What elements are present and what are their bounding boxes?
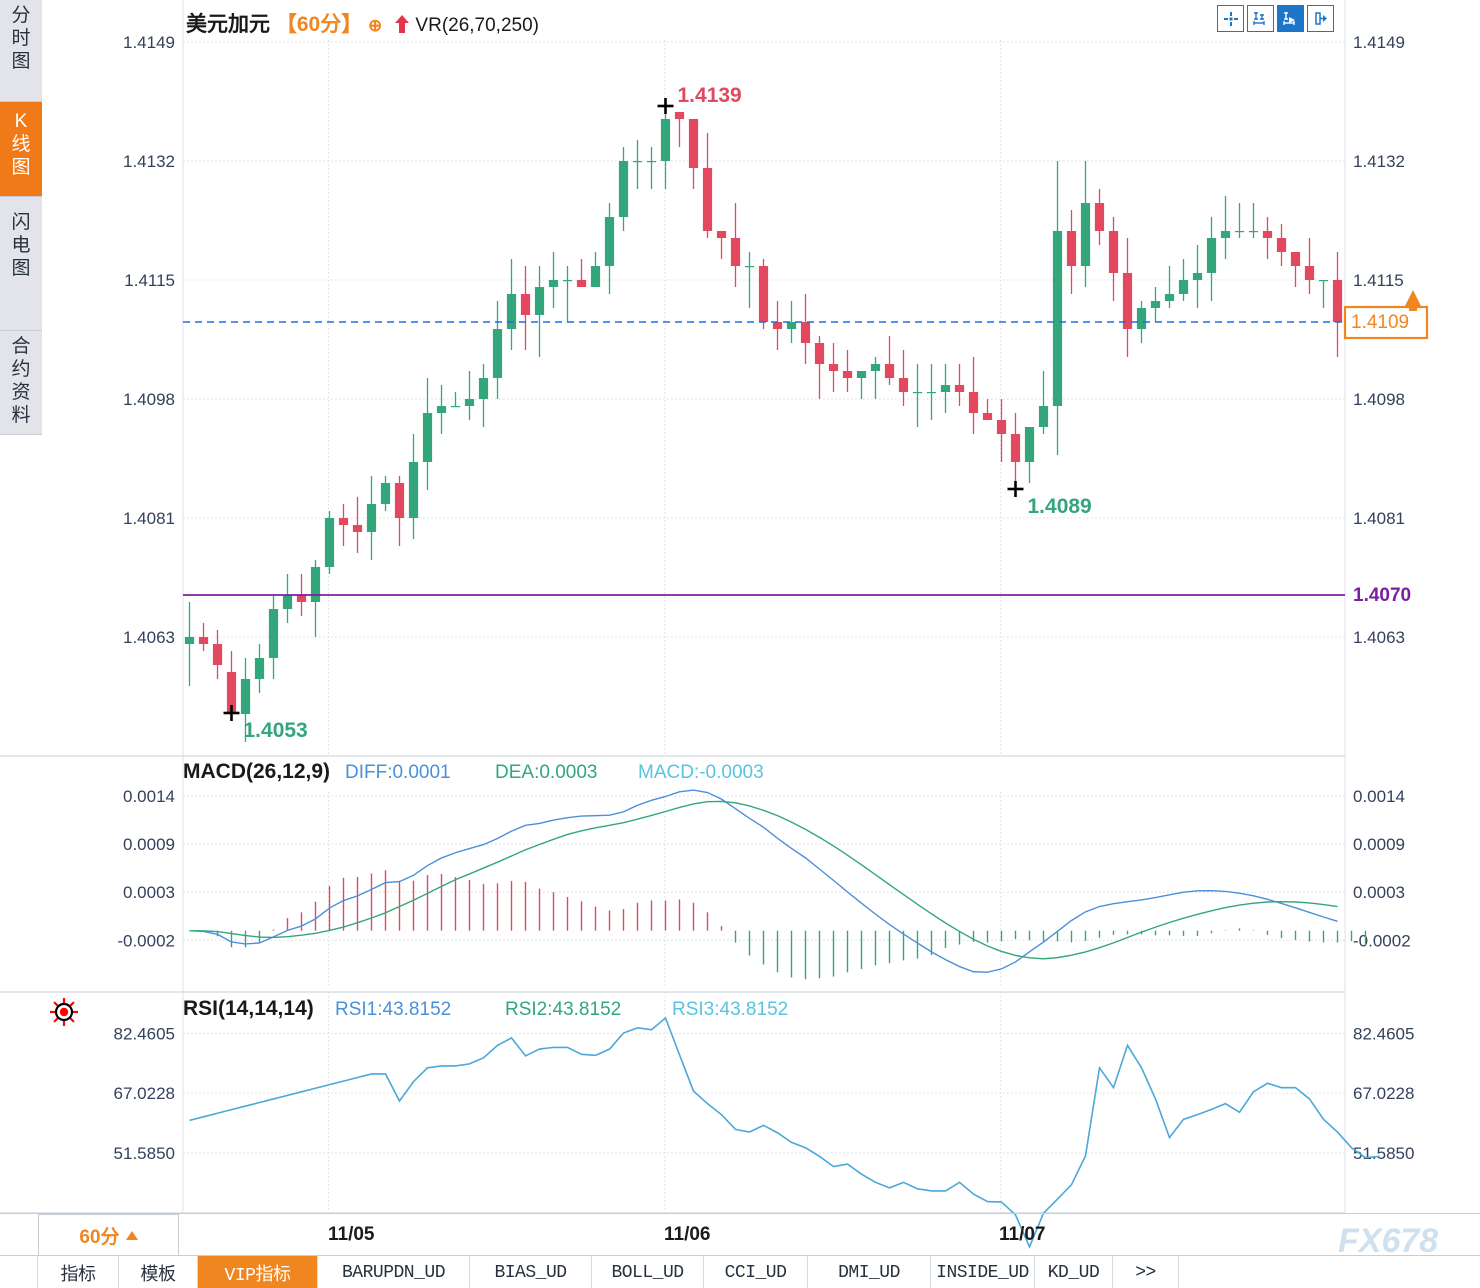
svg-text:0.0003: 0.0003: [1353, 883, 1405, 902]
svg-text:-0.0002: -0.0002: [117, 931, 175, 950]
svg-text:1.4139: 1.4139: [678, 84, 742, 107]
svg-text:0.0009: 0.0009: [1353, 835, 1405, 854]
svg-text:1.4089: 1.4089: [1028, 495, 1092, 518]
svg-text:1.4081: 1.4081: [1353, 509, 1405, 528]
svg-text:1.4070: 1.4070: [1353, 585, 1411, 606]
svg-text:DEA:0.0003: DEA:0.0003: [495, 762, 597, 783]
svg-text:82.4605: 82.4605: [1353, 1025, 1414, 1044]
svg-text:MACD(26,12,9): MACD(26,12,9): [183, 760, 330, 783]
svg-text:1.4132: 1.4132: [1353, 152, 1405, 171]
svg-text:RSI1:43.8152: RSI1:43.8152: [335, 999, 451, 1020]
svg-text:0.0003: 0.0003: [123, 883, 175, 902]
svg-text:RSI2:43.8152: RSI2:43.8152: [505, 999, 621, 1020]
svg-text:DIFF:0.0001: DIFF:0.0001: [345, 762, 451, 783]
svg-text:82.4605: 82.4605: [114, 1025, 175, 1044]
svg-text:1.4109: 1.4109: [1351, 312, 1409, 333]
svg-text:1.4149: 1.4149: [123, 33, 175, 52]
svg-text:RSI(14,14,14): RSI(14,14,14): [183, 997, 314, 1020]
svg-text:67.0228: 67.0228: [1353, 1084, 1414, 1103]
svg-text:1.4149: 1.4149: [1353, 33, 1405, 52]
svg-text:1.4098: 1.4098: [123, 390, 175, 409]
svg-text:1.4063: 1.4063: [123, 628, 175, 647]
svg-text:67.0228: 67.0228: [114, 1084, 175, 1103]
svg-text:MACD:-0.0003: MACD:-0.0003: [638, 762, 764, 783]
svg-text:1.4053: 1.4053: [244, 719, 308, 742]
svg-text:51.5850: 51.5850: [1353, 1144, 1414, 1163]
svg-text:0.0009: 0.0009: [123, 835, 175, 854]
svg-text:51.5850: 51.5850: [114, 1144, 175, 1163]
svg-text:0.0014: 0.0014: [123, 787, 175, 806]
svg-text:1.4081: 1.4081: [123, 509, 175, 528]
svg-text:RSI3:43.8152: RSI3:43.8152: [672, 999, 788, 1020]
svg-text:0.0014: 0.0014: [1353, 787, 1405, 806]
svg-text:1.4115: 1.4115: [124, 271, 175, 290]
svg-text:1.4115: 1.4115: [1353, 271, 1404, 290]
svg-text:1.4063: 1.4063: [1353, 628, 1405, 647]
svg-text:1.4098: 1.4098: [1353, 390, 1405, 409]
svg-text:-0.0002: -0.0002: [1353, 931, 1411, 950]
svg-text:1.4132: 1.4132: [123, 152, 175, 171]
